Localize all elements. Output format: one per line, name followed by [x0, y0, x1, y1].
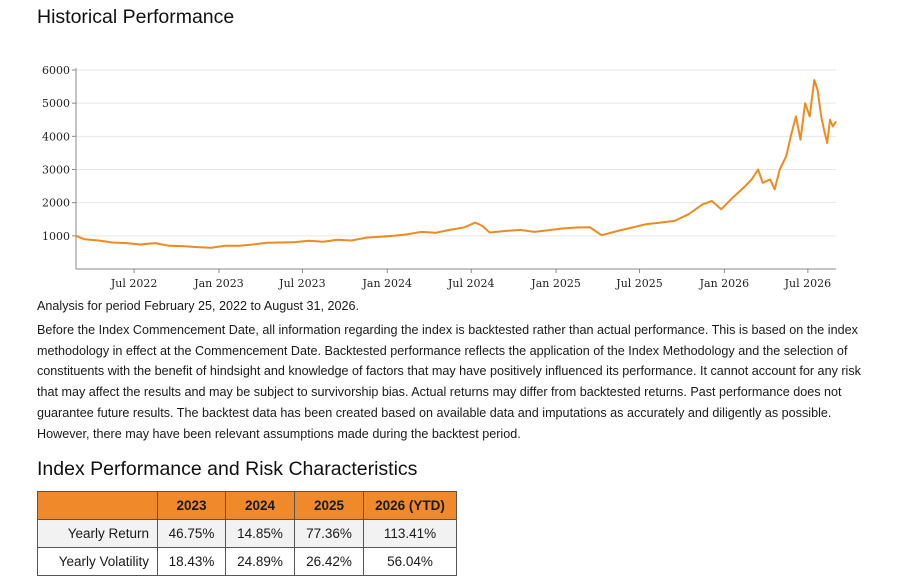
table-cell: 26.42%: [294, 547, 364, 576]
table-row-yearly-return: Yearly Return 46.75% 14.85% 77.36% 113.4…: [37, 519, 457, 548]
risk-section-title: Index Performance and Risk Characteristi…: [37, 458, 418, 480]
table-header-2024: 2024: [225, 491, 295, 520]
backtest-disclaimer: Before the Index Commencement Date, all …: [37, 323, 861, 441]
risk-table: 2023 2024 2025 2026 (YTD) Yearly Return …: [37, 491, 457, 576]
row-label-yearly-volatility: Yearly Volatility: [37, 547, 158, 576]
x-tick-label: Jan 2023: [193, 277, 244, 290]
x-tick-label: Jan 2024: [362, 277, 413, 290]
table-cell: 14.85%: [225, 519, 295, 548]
table-row-yearly-volatility: Yearly Volatility 18.43% 24.89% 26.42% 5…: [37, 547, 457, 576]
x-tick-label: Jul 2026: [784, 277, 832, 290]
table-cell: 113.41%: [363, 519, 457, 548]
y-tick-label: 3000: [42, 164, 70, 177]
series-line: [75, 79, 837, 249]
analysis-period-text: Analysis for period February 25, 2022 to…: [37, 299, 360, 313]
y-tick-label: 1000: [42, 230, 70, 243]
table-header-blank: [37, 491, 158, 520]
table-cell: 77.36%: [294, 519, 364, 548]
y-tick-label: 6000: [42, 64, 70, 77]
table-header-row: 2023 2024 2025 2026 (YTD): [37, 491, 457, 520]
x-tick-label: Jan 2025: [530, 277, 581, 290]
x-tick-label: Jul 2022: [110, 277, 158, 290]
y-tick-label: 2000: [42, 197, 70, 210]
table-cell: 24.89%: [225, 547, 295, 576]
table-cell: 56.04%: [363, 547, 457, 576]
x-tick-label: Jul 2024: [447, 277, 495, 290]
table-cell: 46.75%: [157, 519, 226, 548]
x-tick-label: Jul 2025: [615, 277, 663, 290]
x-tick-label: Jul 2023: [278, 277, 326, 290]
historical-performance-chart: 1000 2000 3000 4000 5000 6000 Jul 2022 Jan 2023…: [28, 62, 848, 290]
table-header-2023: 2023: [157, 491, 226, 520]
y-tick-label: 5000: [42, 97, 70, 110]
row-label-yearly-return: Yearly Return: [37, 519, 158, 548]
table-header-2025: 2025: [294, 491, 364, 520]
y-tick-label: 4000: [42, 130, 70, 143]
chart-svg: 1000 2000 3000 4000 5000 6000 Jul 2022 Jan 2023…: [42, 64, 837, 290]
chart-title: Historical Performance: [37, 6, 235, 28]
x-tick-label: Jan 2026: [699, 277, 750, 290]
table-cell: 18.43%: [157, 547, 226, 576]
table-header-2026-ytd: 2026 (YTD): [363, 491, 457, 520]
